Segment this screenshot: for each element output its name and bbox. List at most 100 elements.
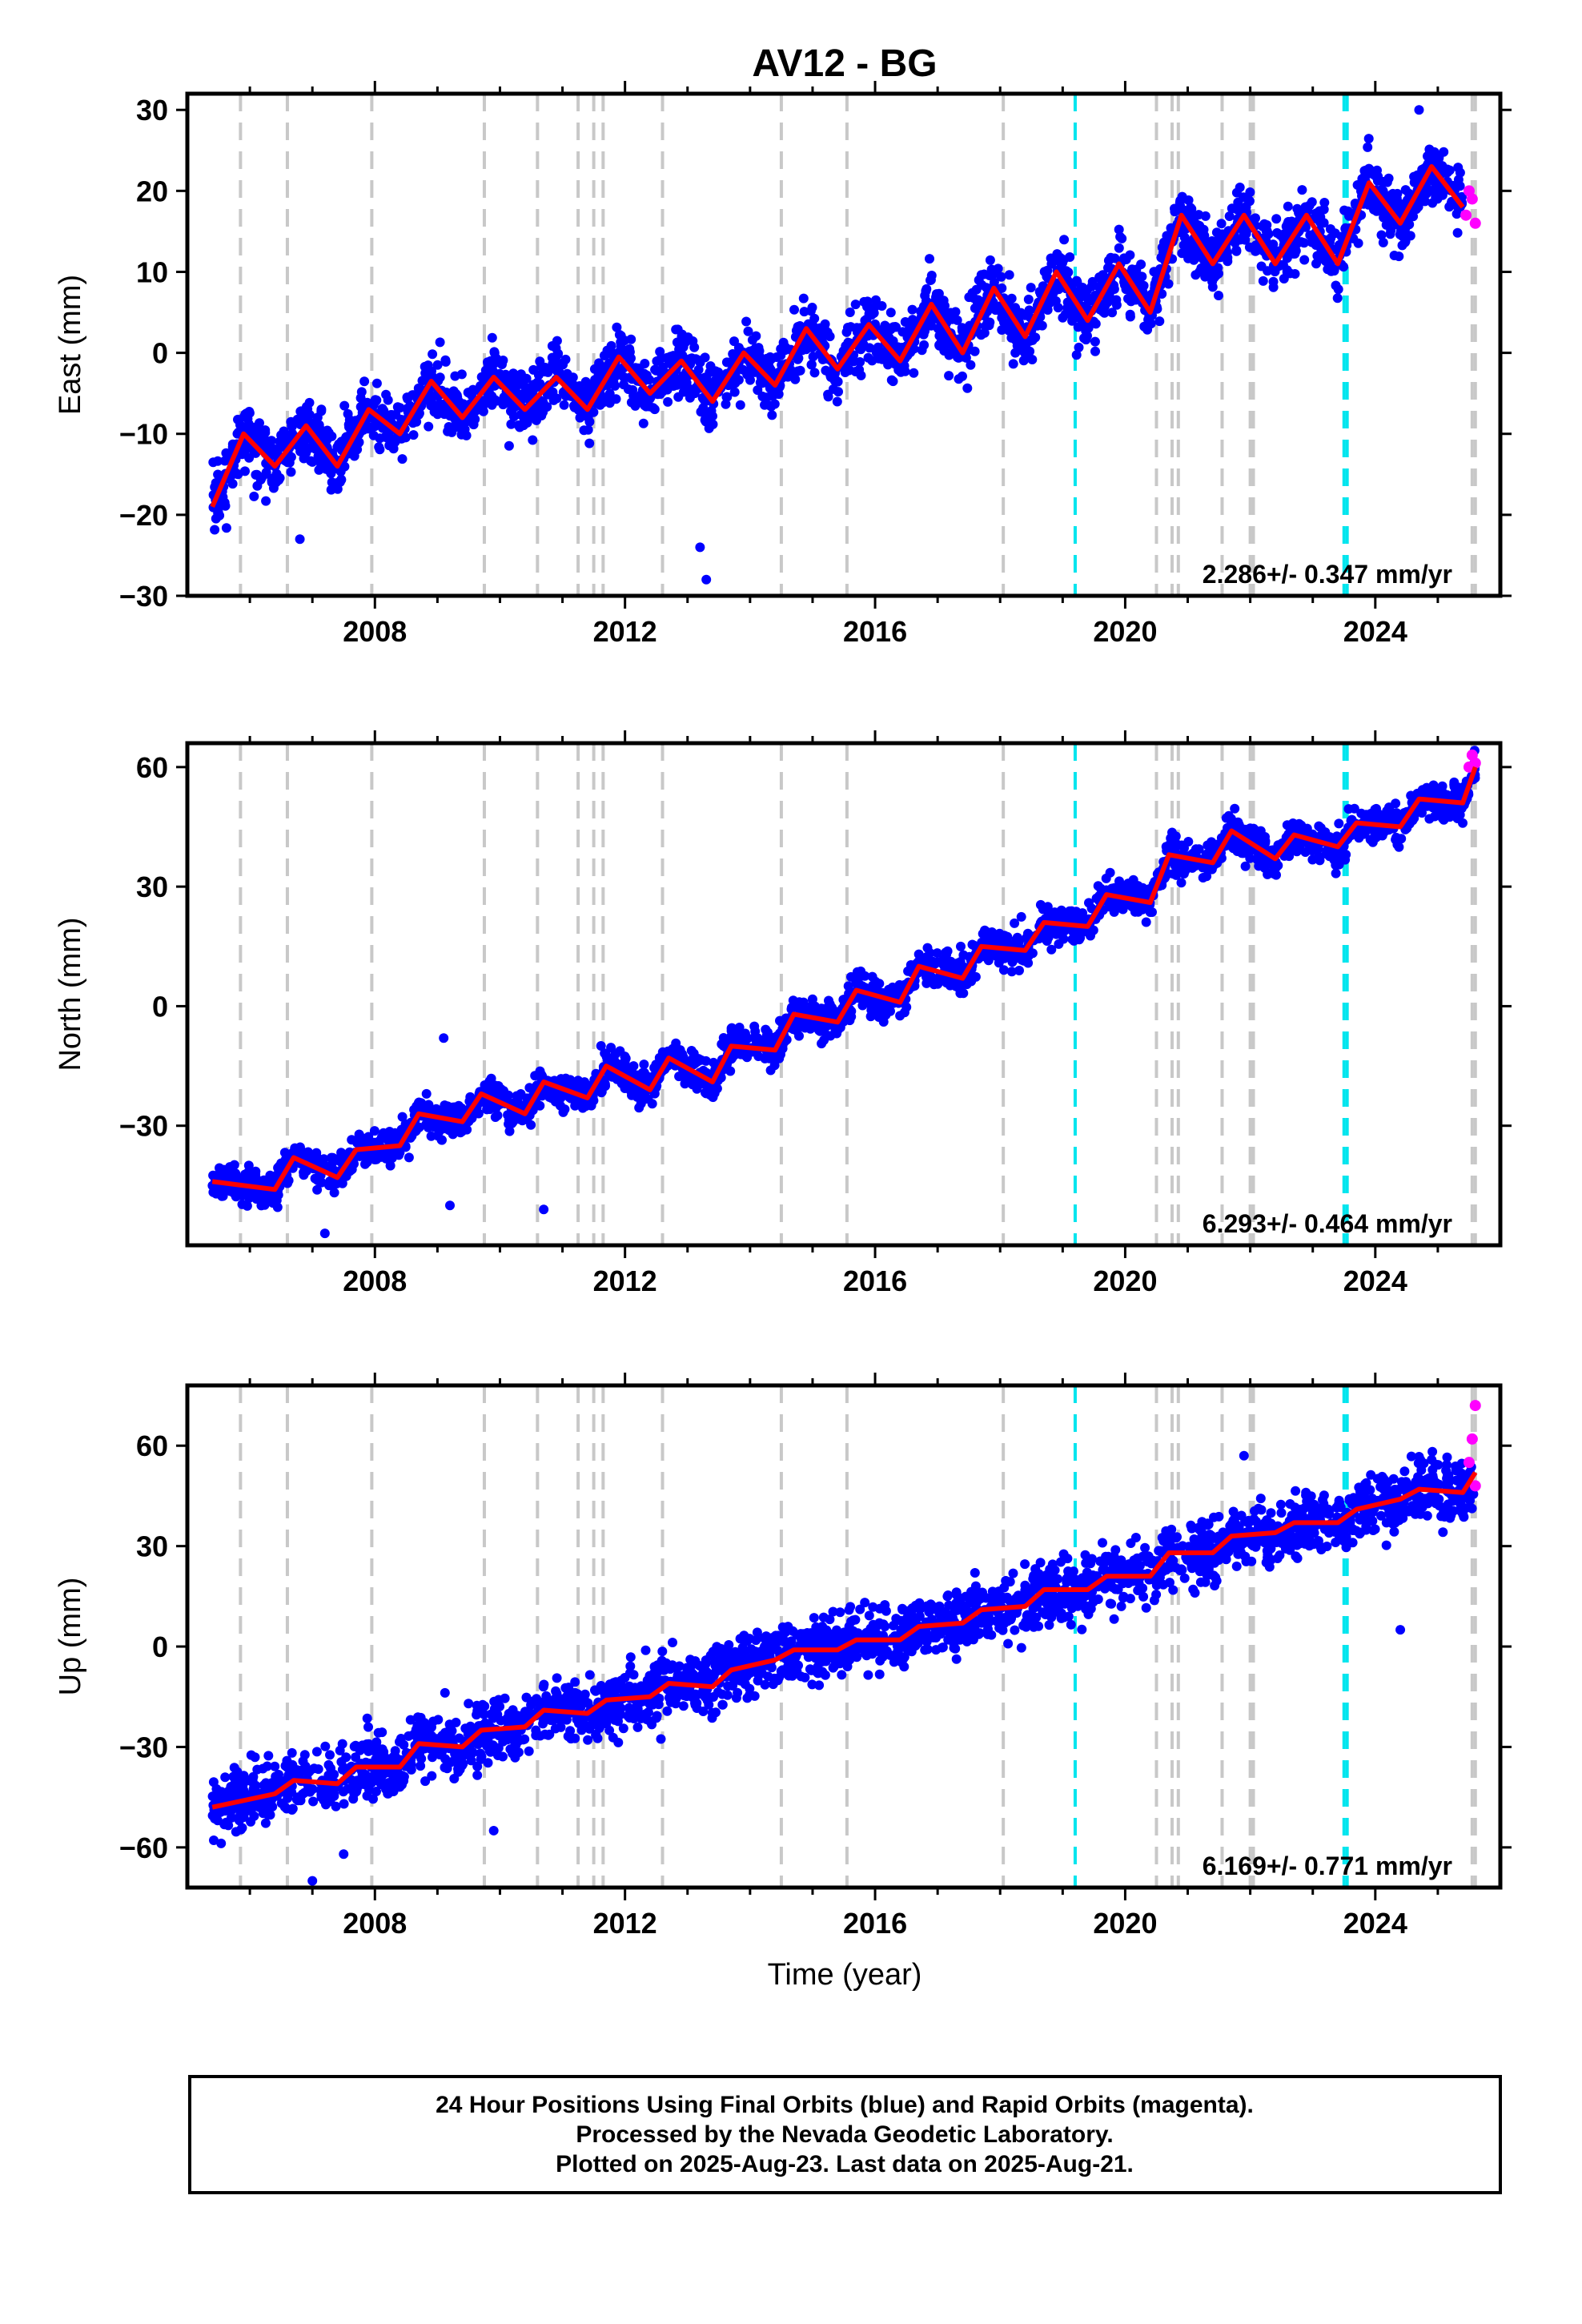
- final-orbit-point: [287, 420, 297, 431]
- final-orbit-point: [1381, 219, 1391, 230]
- model-line: [210, 164, 1465, 508]
- final-orbit-point: [934, 331, 945, 341]
- final-orbit-point: [819, 1035, 829, 1045]
- final-orbit-point: [1128, 875, 1138, 885]
- plot-area: [207, 743, 1481, 1245]
- final-orbit-point: [517, 379, 528, 388]
- final-orbit-point: [881, 1010, 891, 1020]
- final-orbit-point: [229, 1160, 239, 1170]
- final-orbit-point: [663, 396, 673, 407]
- final-orbit-point: [833, 387, 843, 397]
- final-orbit-point: [528, 364, 539, 375]
- final-orbit-point: [808, 352, 818, 362]
- final-orbit-point: [1006, 332, 1017, 343]
- final-orbit-point: [552, 350, 562, 360]
- final-orbit-point: [689, 342, 700, 352]
- final-orbit-point: [456, 369, 467, 380]
- final-orbit-point: [966, 360, 976, 370]
- final-orbit-point: [560, 354, 571, 364]
- final-orbit-point: [701, 1055, 711, 1066]
- final-orbit-point: [1071, 275, 1082, 286]
- final-orbit-point: [1319, 204, 1329, 215]
- final-orbit-point: [519, 389, 529, 400]
- final-orbit-point: [429, 407, 440, 417]
- final-orbit-point: [355, 393, 366, 403]
- final-orbit-point: [1363, 199, 1374, 210]
- final-orbit-point: [261, 496, 271, 506]
- final-orbit-point: [996, 271, 1006, 282]
- final-orbit-point: [1297, 185, 1307, 195]
- final-orbit-point: [614, 330, 624, 340]
- final-orbit-point: [907, 304, 917, 315]
- final-orbit-point: [1315, 855, 1325, 866]
- final-orbit-point: [1207, 276, 1218, 287]
- final-orbit-point: [1010, 918, 1020, 928]
- final-orbit-point: [1452, 209, 1462, 219]
- final-orbit-point: [1048, 288, 1058, 298]
- final-orbit-point: [227, 479, 238, 489]
- final-orbit-point: [1370, 804, 1380, 814]
- final-orbit-point: [435, 399, 445, 409]
- final-orbit-point: [976, 270, 986, 280]
- final-orbit-point: [1086, 281, 1097, 292]
- final-orbit-point: [677, 329, 687, 340]
- x-tick-label: 2024: [1343, 615, 1407, 648]
- final-orbit-point: [956, 941, 966, 951]
- final-orbit-point: [436, 1135, 447, 1145]
- final-orbit-point: [1331, 868, 1341, 879]
- final-orbit-point: [343, 420, 354, 430]
- final-orbit-point: [962, 383, 973, 393]
- final-orbit-point: [243, 1160, 254, 1171]
- final-orbit-point: [822, 328, 833, 337]
- final-orbit-point: [366, 422, 376, 432]
- final-orbit-point: [237, 449, 247, 460]
- final-orbit-point: [249, 491, 259, 501]
- final-orbit-point: [806, 360, 817, 370]
- plot-frame: [185, 91, 1503, 598]
- final-orbit-point: [283, 457, 293, 468]
- final-orbit-point: [909, 368, 919, 378]
- final-orbit-point: [1194, 210, 1204, 220]
- final-orbit-point: [548, 359, 558, 368]
- final-orbit-point: [873, 342, 883, 352]
- final-orbit-point: [266, 442, 275, 452]
- final-orbit-point: [463, 388, 473, 398]
- final-orbit-point: [528, 381, 537, 392]
- final-orbit-point: [970, 346, 980, 356]
- final-orbit-point: [1071, 350, 1082, 360]
- final-orbit-point: [1240, 861, 1251, 871]
- final-orbit-point: [360, 1159, 370, 1169]
- final-orbit-point: [220, 501, 231, 511]
- final-orbit-point: [926, 957, 937, 967]
- final-orbit-point: [489, 395, 500, 404]
- final-orbit-point: [1138, 904, 1147, 915]
- final-orbit-point: [1413, 202, 1423, 212]
- final-orbit-point: [674, 1072, 685, 1082]
- final-orbit-point: [239, 423, 250, 433]
- final-orbit-point: [1207, 264, 1217, 275]
- final-orbit-point: [535, 356, 545, 367]
- final-orbit-point: [950, 307, 961, 317]
- x-tick-label: 2008: [343, 615, 407, 648]
- final-orbit-point: [1321, 849, 1331, 859]
- final-orbit-point: [798, 293, 809, 304]
- final-orbit-point: [1268, 282, 1279, 292]
- final-orbit-point: [1331, 280, 1341, 291]
- final-orbit-point: [1259, 862, 1270, 873]
- final-orbit-point: [976, 330, 986, 340]
- final-orbit-point: [695, 542, 705, 553]
- final-orbit-point: [1064, 906, 1074, 916]
- final-orbit-point: [1256, 261, 1267, 271]
- final-orbit-point: [1186, 203, 1195, 213]
- final-orbit-point: [244, 408, 255, 418]
- final-orbit-point: [323, 432, 334, 442]
- final-orbit-point: [871, 295, 881, 305]
- final-orbit-point: [708, 411, 717, 421]
- final-orbit-point: [1241, 202, 1251, 212]
- final-orbit-point: [1285, 268, 1295, 279]
- final-orbit-point: [1319, 218, 1329, 228]
- final-orbit-point: [315, 1156, 325, 1167]
- final-orbit-point: [573, 404, 584, 415]
- final-orbit-point: [1075, 292, 1086, 303]
